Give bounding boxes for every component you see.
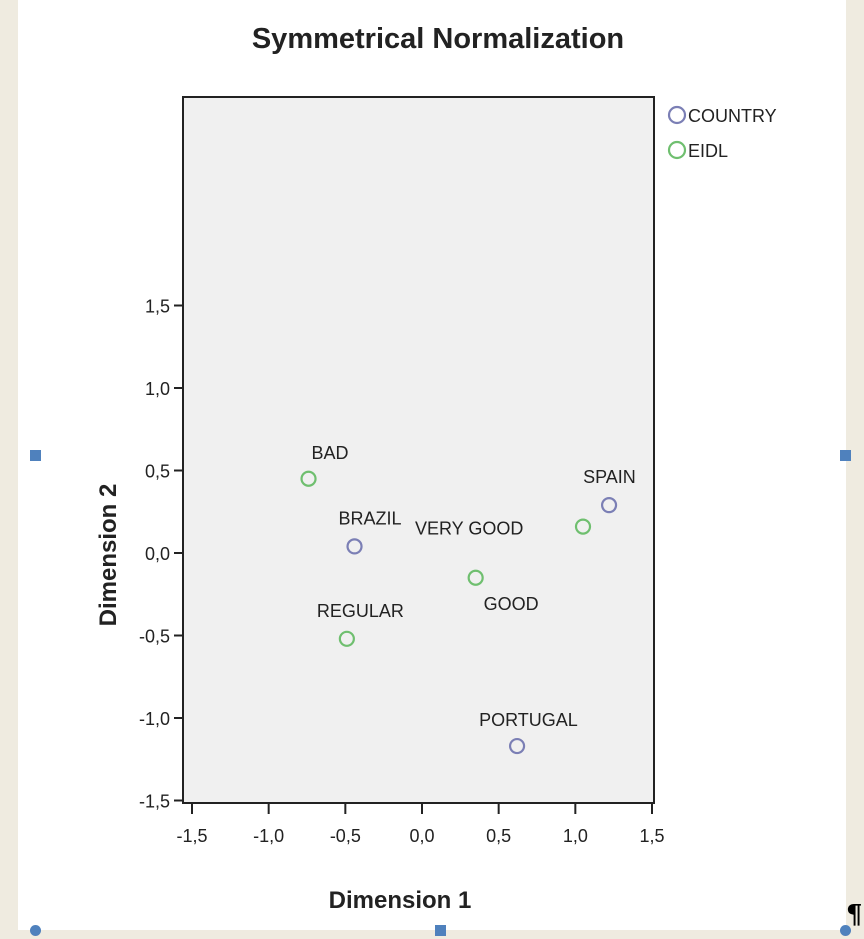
chart-canvas: Symmetrical Normalization 1,5 1,0 0,5 0,0 -0… — [18, 0, 846, 930]
y-tick-label: 1,5 — [145, 297, 170, 317]
y-axis-label: Dimension 2 — [95, 484, 122, 627]
resize-handle-right[interactable] — [840, 450, 851, 461]
data-point-label: REGULAR — [317, 601, 404, 621]
legend-marker — [667, 105, 687, 125]
x-tick-label: -1,0 — [253, 826, 284, 846]
resize-handle-left[interactable] — [30, 450, 41, 461]
paragraph-mark-icon: ¶ — [846, 900, 863, 930]
data-points: SPAIN BRAZIL PORTUGAL BAD VERY GOOD GOOD REGUL… — [300, 443, 636, 755]
data-point — [574, 518, 592, 535]
data-point — [600, 497, 618, 514]
y-tick-label: 1,0 — [145, 379, 170, 399]
resize-handle-bottom-left[interactable] — [30, 925, 41, 936]
y-tick-label: -0,5 — [139, 627, 170, 647]
data-point — [300, 470, 317, 487]
y-tick-label: 0,0 — [145, 544, 170, 564]
x-tick-label: -1,5 — [176, 826, 207, 846]
y-axis: 1,5 1,0 0,5 0,0 -0,5 -1,0 -1,5 — [139, 297, 184, 812]
x-tick-label: 0,5 — [486, 826, 511, 846]
data-point-label: BRAZIL — [339, 508, 402, 528]
x-tick-label: -0,5 — [330, 826, 361, 846]
y-tick-label: 0,5 — [145, 462, 170, 482]
x-axis-label: Dimension 1 — [329, 887, 472, 914]
plot-area — [182, 96, 655, 804]
x-tick-label: 0,0 — [409, 826, 434, 846]
data-point — [338, 630, 355, 647]
resize-handle-bottom[interactable] — [435, 925, 446, 936]
data-point-label: PORTUGAL — [479, 710, 578, 730]
legend: COUNTRY EIDL — [667, 105, 777, 161]
legend-label: EIDL — [688, 141, 728, 161]
legend-marker — [667, 140, 687, 160]
y-tick-label: -1,0 — [139, 709, 170, 729]
x-tick-label: 1,0 — [563, 826, 588, 846]
x-axis: -1,5 -1,0 -0,5 0,0 0,5 1,0 1,5 — [176, 803, 665, 846]
data-point — [508, 737, 526, 755]
data-point-label: BAD — [312, 443, 349, 463]
chart-title: Symmetrical Normalization — [252, 23, 624, 55]
data-point-label: VERY GOOD — [415, 519, 523, 539]
data-point-label: GOOD — [484, 594, 539, 614]
data-point — [467, 569, 484, 586]
y-tick-label: -1,5 — [139, 792, 170, 812]
data-point-label: SPAIN — [583, 467, 636, 487]
legend-label: COUNTRY — [688, 106, 777, 126]
resize-handle-bottom-right[interactable] — [840, 925, 851, 936]
data-point — [346, 538, 363, 555]
x-tick-label: 1,5 — [639, 826, 664, 846]
scatter-chart: Symmetrical Normalization 1,5 1,0 0,5 0,0 -0… — [95, 23, 777, 914]
